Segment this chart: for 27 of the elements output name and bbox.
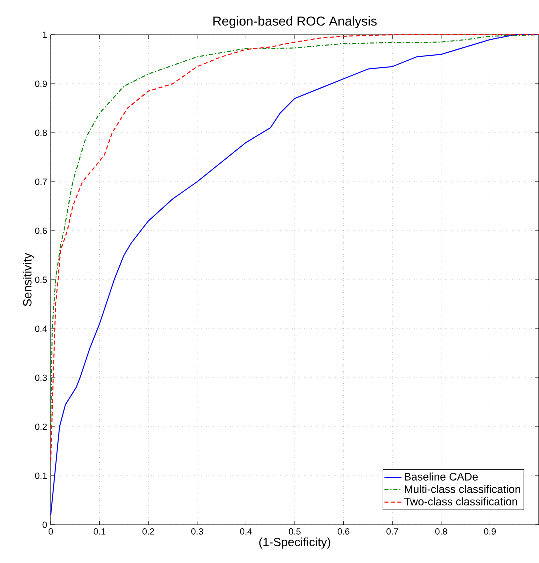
x-axis-title: (1-Specificity) [260,538,330,549]
chart-title: Region-based ROC Analysis [214,16,377,28]
y-tick-label: 0.2 [35,424,48,430]
x-tick-label: 0.4 [240,528,252,535]
y-tick-label: 0.9 [35,80,48,88]
y-tick-label: 0.7 [35,178,48,186]
y-tick-label: 0.6 [35,228,48,234]
x-tick-label: 0.5 [289,528,301,535]
x-tick-label: 0.1 [94,528,106,535]
y-tick-label: 0.4 [35,326,48,332]
x-tick-label: 0.7 [386,528,398,535]
y-tick-label: 1 [43,32,48,38]
x-tick-label: 0.3 [192,528,204,535]
x-tick-label: 0.9 [484,528,496,535]
x-tick-label: 0.8 [436,528,448,535]
y-axis-title: Sensitivity [23,253,34,306]
y-tick-label: 0 [42,522,48,528]
x-tick-label: 0.6 [338,528,350,535]
y-tick-label: 0.8 [35,130,48,136]
y-tick-label: 0.5 [35,276,48,284]
legend-label: Two-class classification [404,498,518,506]
x-tick-label: 0 [48,528,54,535]
y-tick-label: 0.3 [35,374,48,382]
x-tick-label: 0.2 [142,528,154,535]
y-tick-label: 0.1 [35,472,48,480]
legend-label: Multi-class classification [405,485,520,494]
legend-label: Baseline CADe [405,472,478,481]
